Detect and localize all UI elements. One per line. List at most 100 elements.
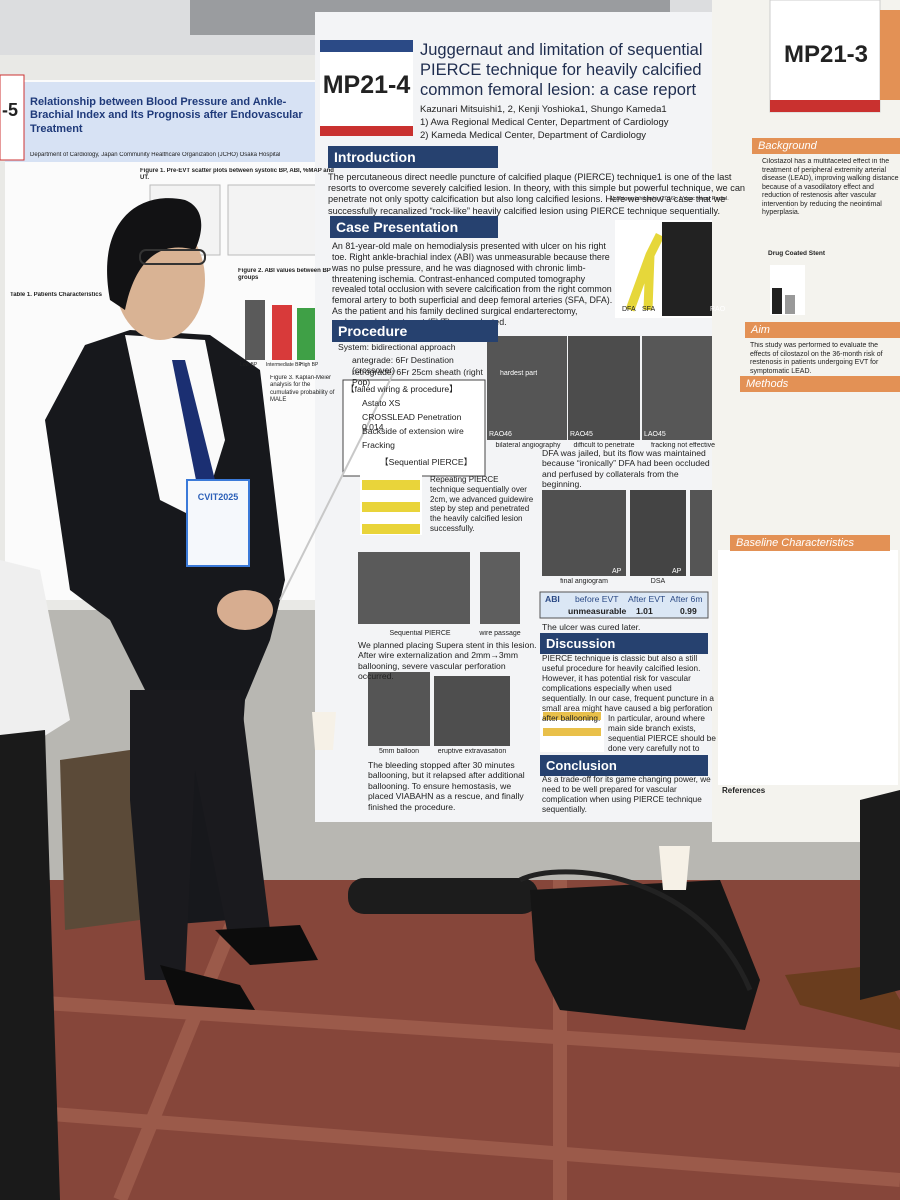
cup — [659, 846, 690, 890]
trousers — [130, 690, 270, 980]
caption: AP — [612, 568, 622, 575]
pierce-image — [358, 552, 470, 624]
left-title: Relationship between Blood Pressure and … — [30, 96, 303, 135]
figure-label: RAO — [710, 306, 726, 313]
left-bar-label: Low BP — [240, 362, 258, 368]
failed-item: Backside of extension wire — [362, 426, 464, 436]
caption: DSA — [650, 578, 666, 585]
left-bar-label: Intermediate BP — [266, 362, 302, 368]
left-bar — [297, 308, 317, 360]
failed-item: CROSSLEAD Penetration 0.014 — [362, 412, 462, 433]
failed-item: Fracking — [362, 440, 395, 450]
left-figure-title: Figure 2. ABI values between BP groups — [238, 268, 331, 282]
section-heading: Discussion — [540, 633, 708, 654]
authors: Kazunari Mitsuishi1, 2, Kenji Yoshioka1,… — [420, 104, 667, 115]
poster-title: Juggernaut and limitation of sequential … — [420, 41, 703, 100]
abi-header: After EVT — [628, 594, 666, 604]
system-line: System: bidirectional approach — [338, 342, 456, 352]
right-section-heading: Aim — [745, 322, 900, 338]
failed-title: 【failed wiring & procedure】 — [346, 384, 458, 394]
artery-drawing — [625, 232, 665, 312]
bleeding-text: The bleeding stopped after 30 minutes ba… — [368, 760, 525, 812]
caption: eruptive extravasation — [437, 748, 507, 755]
pointer — [279, 369, 396, 601]
right-id-box — [769, 0, 881, 113]
caption: hardest part — [500, 370, 538, 377]
right-section-heading: Baseline Characteristics — [730, 535, 890, 551]
hands — [217, 590, 273, 630]
reference: 1) Shigeo Ichihashi. (2016). J Vasc Inte… — [610, 196, 729, 202]
dfa-text: DFA was jailed, but its flow was maintai… — [542, 448, 710, 490]
left-bar-label: High BP — [300, 362, 319, 368]
intro-text: The percutaneous direct needle puncture … — [328, 172, 746, 216]
tie — [172, 360, 215, 500]
id-box-bottom — [320, 126, 413, 136]
carpet-stripes — [0, 877, 900, 1200]
final-image — [690, 490, 716, 576]
bystander-trousers — [0, 730, 60, 1200]
right-bar — [785, 295, 795, 314]
section-heading: Conclusion — [540, 755, 708, 776]
conclusion-text: As a trade-off for its game changing pow… — [542, 775, 711, 814]
caption: RAO46 — [489, 431, 512, 438]
final-image — [630, 490, 686, 576]
pierce-text: Repeating PIERCE technique sequentially … — [430, 475, 534, 533]
angio-image — [568, 336, 640, 440]
right-section-heading: Background — [752, 138, 900, 154]
system-line: retrograde: 6Fr 25cm sheath (right Pop) — [352, 367, 483, 388]
caption: LAO45 — [644, 431, 666, 438]
pierce-bar — [362, 480, 420, 490]
badge-text: CVIT2025 — [197, 492, 239, 502]
abi-header: After 6m — [670, 594, 703, 604]
right-table — [718, 550, 898, 785]
right-chart-label: Drug Coated Stent — [768, 250, 826, 257]
caption: RAO45 — [570, 431, 593, 438]
left-id-box — [0, 74, 25, 161]
hair — [107, 198, 202, 310]
right-text: Cilostazol has a multifaceted effect in … — [762, 158, 899, 217]
caption: difficult to penetrate — [573, 442, 635, 449]
final-image — [542, 490, 626, 576]
ulcer-text: The ulcer was cured later. — [542, 622, 641, 632]
pierce-bar — [362, 524, 420, 534]
caption: Sequential PIERCE — [389, 630, 451, 637]
affiliation: 1) Awa Regional Medical Center, Departme… — [420, 117, 669, 128]
right-section-heading: Methods — [740, 376, 900, 392]
caption: final angiogram — [560, 578, 608, 585]
abi-header: ABI — [545, 594, 560, 604]
caption: wire passage — [479, 630, 521, 637]
discussion-text: PIERCE technique is classic but also a s… — [542, 654, 714, 723]
abi-cell: 1.01 — [636, 606, 653, 616]
abi-header: before EVT — [575, 594, 619, 604]
right-title-strip — [880, 10, 900, 100]
right-text: This study was performed to evaluate the… — [750, 342, 883, 375]
diagram-bar — [543, 712, 601, 720]
poster-tube — [348, 878, 538, 914]
poster-id: MP21-4 — [322, 71, 411, 99]
angio-image — [642, 336, 724, 440]
caption: 5mm balloon — [378, 748, 420, 755]
bystander-shirt — [0, 560, 70, 745]
glasses — [139, 249, 206, 265]
left-scatter — [227, 184, 319, 256]
system-line: antegrade: 6Fr Destination (crossover) — [352, 355, 454, 376]
left-figure-title: Figure 3. Kaplan-Meier analysis for the … — [270, 375, 335, 403]
left-table-title: Table 1. Patients Characteristics — [10, 292, 102, 298]
figure-label: SFA — [642, 306, 656, 313]
affiliation: 2) Kameda Medical Center, Department of … — [420, 130, 647, 141]
planned-text: We planned placing Supera stent in this … — [358, 640, 537, 682]
right-id-strip — [770, 100, 880, 112]
caption: bilateral angiography — [495, 442, 561, 449]
bystander-leg — [860, 790, 900, 1000]
id-box — [320, 40, 413, 136]
caption: AP — [672, 568, 682, 575]
diagram-bar — [543, 728, 601, 736]
left-bar — [245, 300, 265, 360]
abi-cell: unmeasurable — [568, 606, 627, 616]
left-figure-title: Figure 1. Pre-EVT scatter plots between … — [140, 168, 334, 182]
pierce-bar — [362, 502, 420, 512]
section-heading: Case Presentation — [330, 216, 498, 238]
pierce-title: 【Sequential PIERCE】 — [380, 457, 473, 467]
angio-image — [487, 336, 567, 440]
shoe — [160, 965, 255, 1010]
